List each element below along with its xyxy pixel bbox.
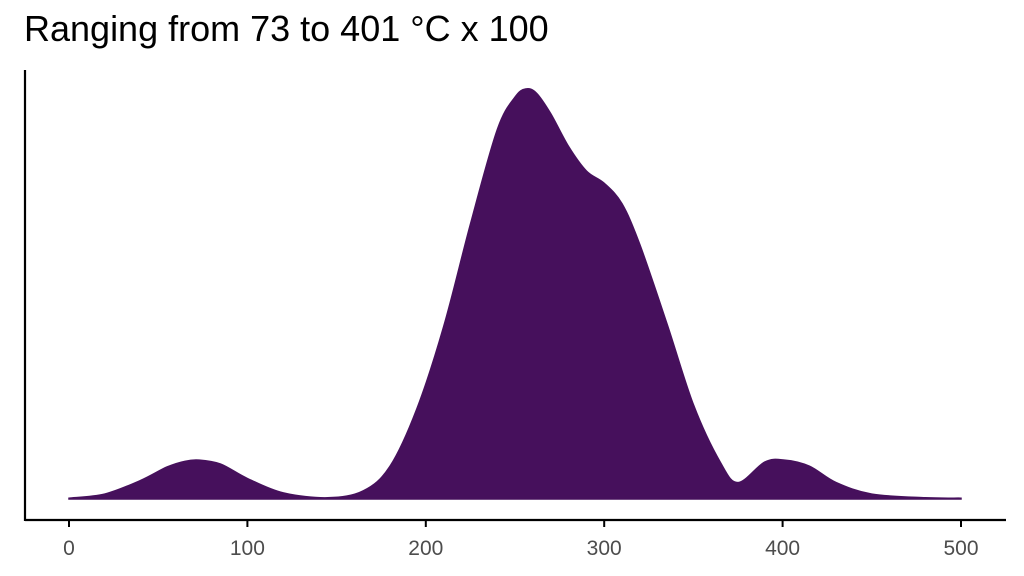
x-tick-label: 100 bbox=[230, 537, 265, 560]
density-area bbox=[69, 89, 961, 499]
x-tick-label: 0 bbox=[63, 537, 75, 560]
x-tick-label: 400 bbox=[765, 537, 800, 560]
x-tick-label: 300 bbox=[587, 537, 622, 560]
x-tick-label: 500 bbox=[943, 537, 978, 560]
x-axis-ticks: 0 100 200 300 400 500 bbox=[63, 520, 978, 560]
x-tick-label: 200 bbox=[408, 537, 443, 560]
